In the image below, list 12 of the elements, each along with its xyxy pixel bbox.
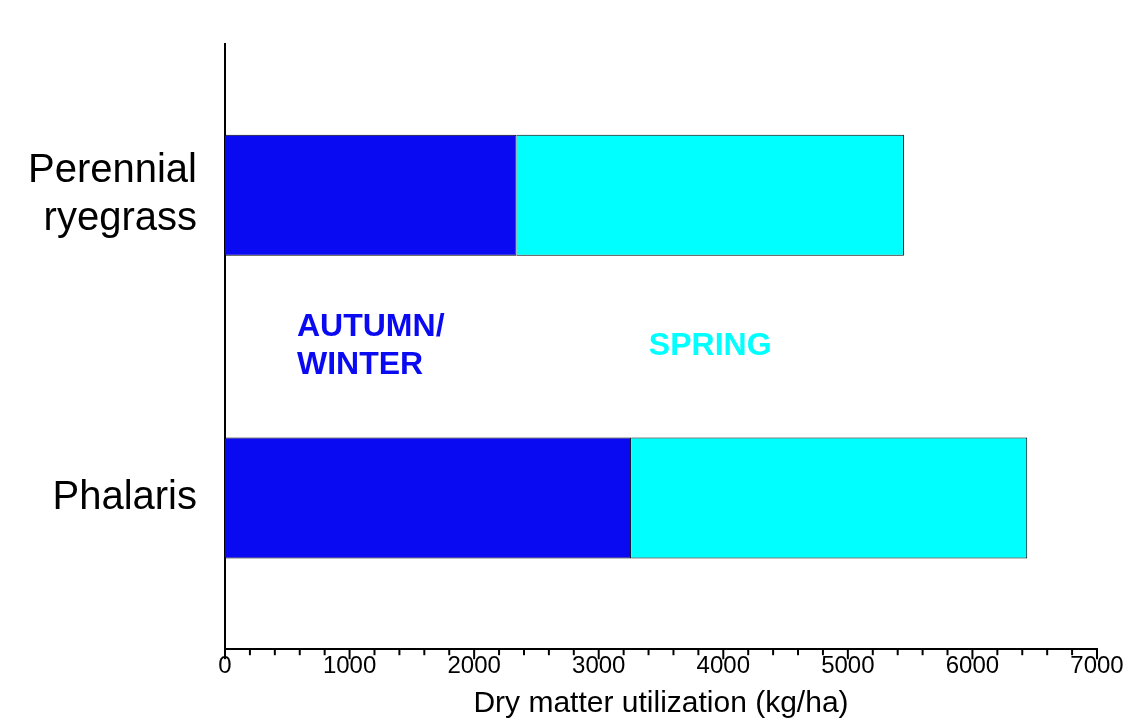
x-tick-label: 6000: [945, 651, 1000, 679]
x-tick-label: 1000: [322, 651, 377, 679]
x-tick-label: 2000: [447, 651, 501, 679]
series-label: AUTUMN/WINTER: [296, 307, 445, 382]
x-axis-title: Dry matter utilization (kg/ha): [473, 685, 849, 719]
y-tick-label: Phalaris: [52, 472, 197, 517]
y-tick-label: Perennial ryegrass: [27, 146, 197, 239]
x-tick-label: 7000: [1070, 651, 1124, 679]
text: SPRING: [648, 326, 772, 363]
x-tick-label: 3000: [572, 651, 626, 679]
x-tick-label: 5000: [821, 651, 875, 679]
x-tick-label: 4000: [696, 651, 750, 679]
